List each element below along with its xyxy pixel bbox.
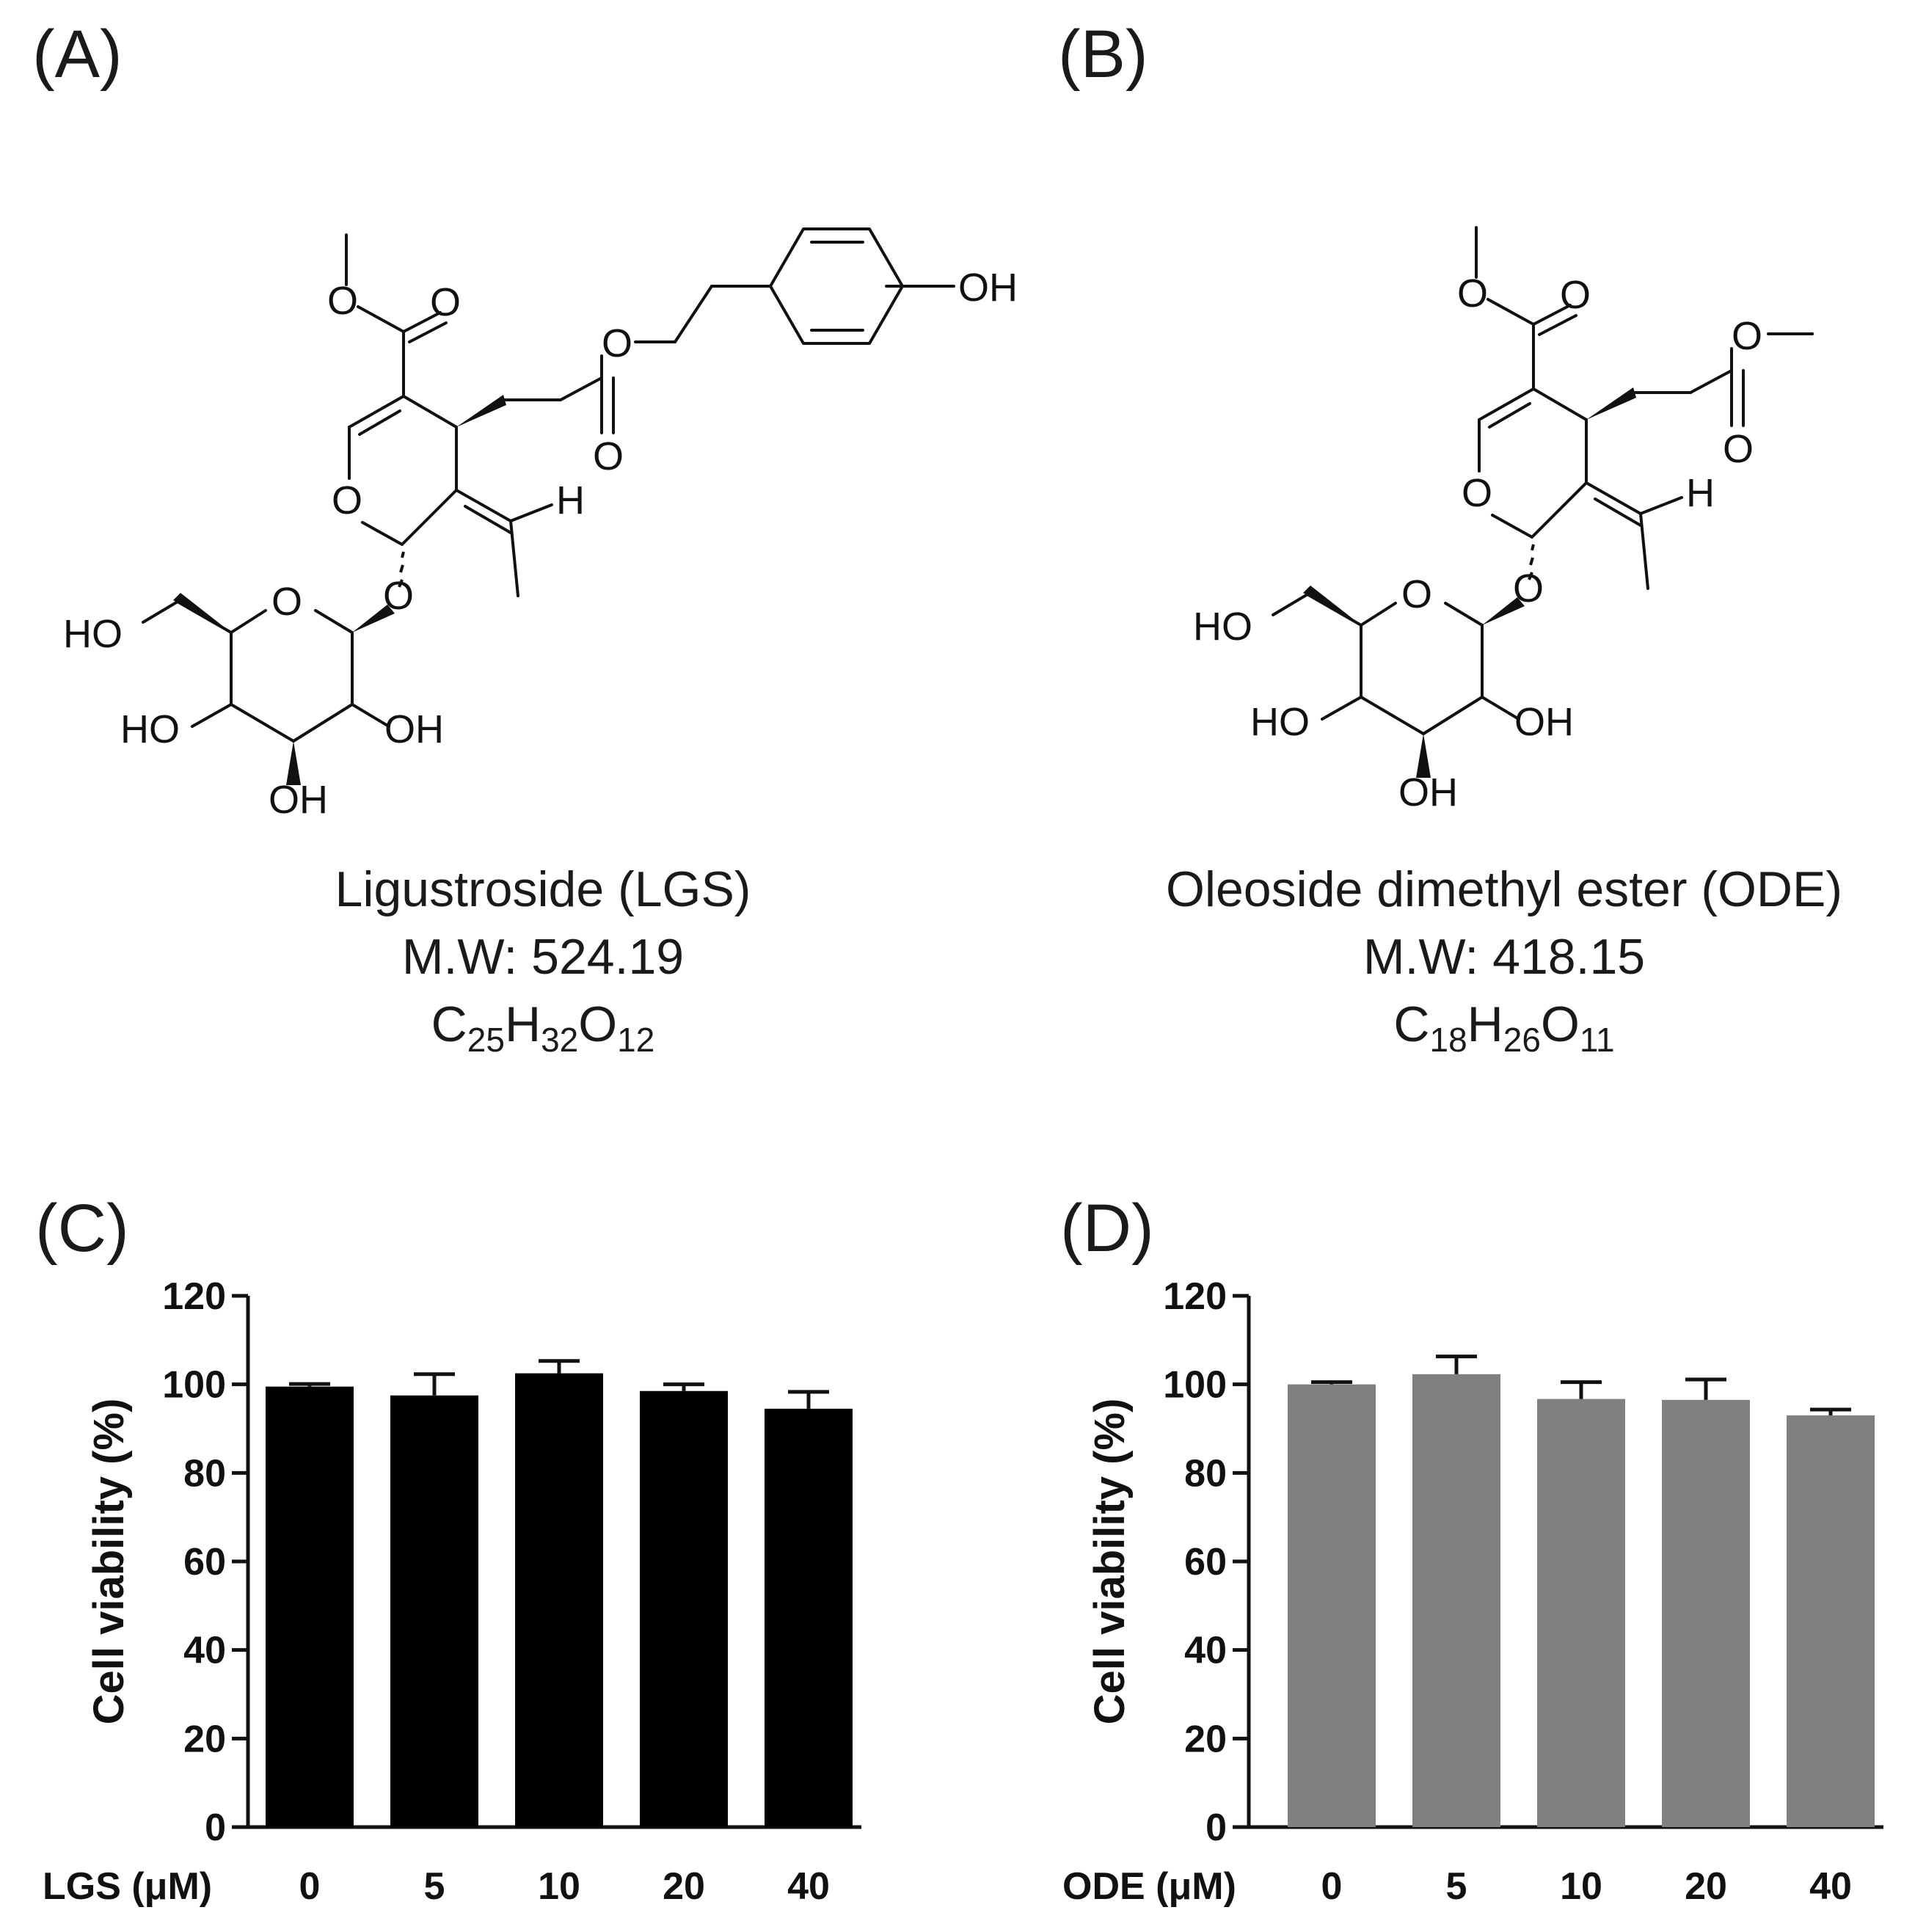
- bar: [1412, 1374, 1500, 1827]
- molecular-formula: C25H32O12: [431, 996, 655, 1059]
- atom-label: OH: [1398, 770, 1458, 814]
- x-tick-label: 5: [1446, 1865, 1467, 1908]
- atom-label: O: [593, 434, 624, 478]
- compound-name: Oleoside dimethyl ester (ODE): [1165, 861, 1843, 917]
- chart-ode-svg: 0 20 40 60 80 100 120 Cell viability (%) 0 5 10 20 4…: [1062, 1275, 1883, 1908]
- caption-ligustroside: Ligustroside (LGS) M.W: 524.19 C25H32O12: [191, 856, 895, 1073]
- panel-label-a: (A): [32, 17, 123, 92]
- atom-label: O: [602, 321, 632, 365]
- y-axis-label: Cell viability (%): [1086, 1399, 1134, 1725]
- atom-label: OH: [384, 707, 444, 751]
- molecular-weight: M.W: 524.19: [401, 929, 685, 985]
- x-axis-label: LGS (μM): [43, 1865, 212, 1908]
- y-tick-label: 60: [1184, 1541, 1227, 1583]
- y-tick-label: 100: [162, 1364, 226, 1407]
- atom-label: O: [332, 478, 362, 522]
- bar: [1787, 1415, 1875, 1827]
- bar: [1288, 1384, 1376, 1827]
- bar: [640, 1390, 728, 1827]
- atom-label: OH: [958, 266, 1018, 310]
- structure-ligustroside: O O O H O O OH O O HO HO OH OH: [0, 0, 1057, 851]
- panel-label-c: (C): [35, 1191, 129, 1266]
- x-tick-label: 5: [424, 1865, 445, 1908]
- atom-label: O: [383, 574, 414, 618]
- y-tick-label: 40: [1184, 1630, 1227, 1672]
- y-tick-label: 80: [1184, 1452, 1227, 1495]
- y-tick-label: 80: [183, 1452, 226, 1495]
- bar: [266, 1386, 354, 1827]
- y-tick-label: 120: [1163, 1275, 1227, 1318]
- atom-label: O: [1723, 427, 1754, 471]
- atom-label: HO: [120, 707, 180, 751]
- ligustroside-structure-drawing: O O O H O O OH O O HO HO OH OH: [63, 227, 1018, 822]
- atom-label: O: [1401, 572, 1432, 616]
- y-tick-label: 120: [162, 1275, 226, 1318]
- y-tick-label: 100: [1163, 1364, 1227, 1407]
- atom-label: HO: [1193, 605, 1252, 649]
- structure-ode: O O O H O O O O HO HO OH OH: [1130, 0, 1922, 851]
- y-tick-label: 0: [205, 1807, 226, 1849]
- atom-label: O: [1462, 471, 1492, 515]
- y-tick-label: 20: [183, 1718, 226, 1760]
- x-tick-label: 0: [1321, 1865, 1343, 1908]
- atom-label: OH: [269, 778, 328, 822]
- atom-label: O: [1560, 273, 1591, 317]
- chart-ode-viability: 0 20 40 60 80 100 120 Cell viability (%) 0 5 10 20 4…: [961, 1247, 1926, 1928]
- atom-label: O: [1513, 566, 1544, 610]
- y-axis-label: Cell viability (%): [85, 1399, 133, 1725]
- x-axis-label: ODE (μM): [1062, 1865, 1236, 1908]
- chart-lgs-viability: 0 20 40 60 80 100 120 Cell viability (%) 0 5 10 20 4…: [0, 1247, 954, 1928]
- y-tick-label: 60: [183, 1541, 226, 1583]
- panel-label-b: (B): [1058, 17, 1148, 92]
- atom-label: H: [556, 478, 585, 522]
- y-tick-label: 40: [183, 1630, 226, 1672]
- x-tick-label: 20: [663, 1865, 705, 1908]
- compound-name: Ligustroside (LGS): [335, 861, 751, 917]
- y-tick-label: 0: [1205, 1807, 1227, 1849]
- panel-label-d: (D): [1060, 1191, 1154, 1266]
- atom-label: O: [1732, 314, 1762, 358]
- molecular-weight: M.W: 418.15: [1363, 929, 1646, 985]
- atom-label: O: [1457, 271, 1488, 316]
- atom-label: OH: [1514, 700, 1574, 744]
- bar: [515, 1373, 603, 1827]
- atom-label: HO: [63, 612, 123, 656]
- y-tick-label: 20: [1184, 1718, 1227, 1760]
- atom-label: O: [430, 280, 461, 324]
- x-tick-label: 40: [787, 1865, 830, 1908]
- bar: [390, 1395, 478, 1827]
- bar: [1662, 1399, 1750, 1827]
- atom-label: H: [1686, 471, 1715, 515]
- atom-label: O: [271, 580, 302, 624]
- x-tick-label: 40: [1809, 1865, 1852, 1908]
- chart-lgs-svg: 0 20 40 60 80 100 120 Cell viability (%) 0 5 10 20 4…: [43, 1275, 861, 1908]
- x-tick-label: 20: [1685, 1865, 1727, 1908]
- bar: [1537, 1399, 1625, 1827]
- atom-label: HO: [1250, 700, 1310, 744]
- atom-label: O: [327, 279, 358, 323]
- molecular-formula: C18H26O11: [1393, 996, 1615, 1059]
- x-tick-label: 0: [299, 1865, 321, 1908]
- bar: [765, 1408, 853, 1827]
- ode-structure-drawing: O O O H O O O O HO HO OH OH: [1193, 226, 1814, 814]
- caption-ode: Oleoside dimethyl ester (ODE) M.W: 418.1…: [1101, 856, 1908, 1073]
- x-tick-label: 10: [1560, 1865, 1602, 1908]
- x-tick-label: 10: [538, 1865, 580, 1908]
